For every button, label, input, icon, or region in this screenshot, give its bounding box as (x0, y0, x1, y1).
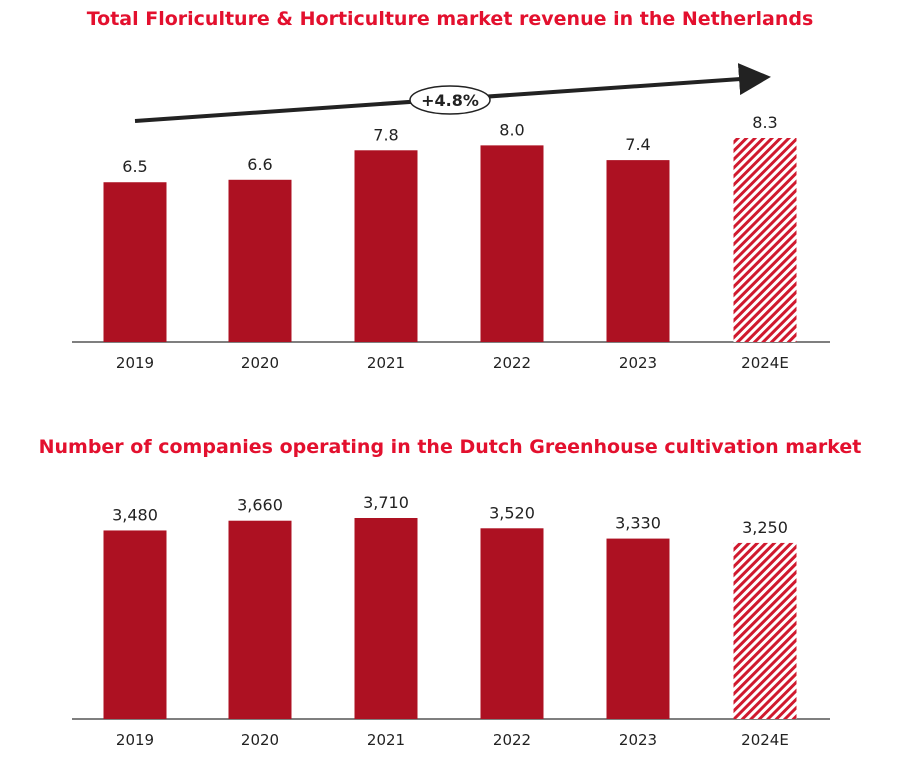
chart1-title: Total Floriculture & Horticulture market… (87, 8, 814, 30)
bar-2022 (480, 145, 544, 342)
bar-2024E (733, 542, 797, 719)
data-label-2023: 3,330 (615, 514, 661, 533)
x-tick-2022: 2022 (493, 731, 531, 749)
x-tick-2023: 2023 (619, 731, 657, 749)
data-label-2022: 3,520 (489, 503, 535, 522)
data-label-2021: 7.8 (373, 125, 398, 144)
data-label-2024E: 3,250 (742, 518, 788, 537)
data-label-2022: 8.0 (499, 120, 524, 139)
cagr-label: +4.8% (421, 91, 479, 110)
x-tick-2023: 2023 (619, 354, 657, 372)
bar-2021 (354, 150, 418, 342)
data-label-2020: 6.6 (247, 155, 272, 174)
x-tick-2021: 2021 (367, 731, 405, 749)
data-label-2020: 3,660 (237, 496, 283, 515)
x-tick-2019: 2019 (116, 354, 154, 372)
data-label-2019: 6.5 (122, 157, 147, 176)
bar-2024E (733, 138, 797, 342)
x-tick-2024E: 2024E (741, 354, 789, 372)
x-tick-2020: 2020 (241, 731, 279, 749)
data-label-2023: 7.4 (625, 135, 650, 154)
bar-2020 (228, 179, 292, 342)
bar-2019 (103, 530, 167, 719)
companies-chart: 3,480 2019 3,660 2020 3,710 2021 3,520 2022 3,33… (72, 493, 830, 749)
bar-2021 (354, 518, 418, 719)
x-tick-2020: 2020 (241, 354, 279, 372)
bar-2019 (103, 182, 167, 342)
x-tick-2019: 2019 (116, 731, 154, 749)
data-label-2019: 3,480 (112, 505, 158, 524)
data-label-2021: 3,710 (363, 493, 409, 512)
data-label-2024E: 8.3 (752, 113, 777, 132)
bar-2023 (606, 160, 670, 342)
revenue-chart: 6.5 2019 6.6 2020 7.8 2021 8.0 2022 7.4 2023 8.3 20… (72, 113, 830, 372)
bar-2023 (606, 538, 670, 719)
bar-2022 (480, 528, 544, 719)
x-tick-2021: 2021 (367, 354, 405, 372)
cagr-ellipse (409, 85, 491, 115)
bar-2020 (228, 520, 292, 719)
x-tick-2024E: 2024E (741, 731, 789, 749)
x-tick-2022: 2022 (493, 354, 531, 372)
chart2-title: Number of companies operating in the Dut… (39, 436, 862, 458)
